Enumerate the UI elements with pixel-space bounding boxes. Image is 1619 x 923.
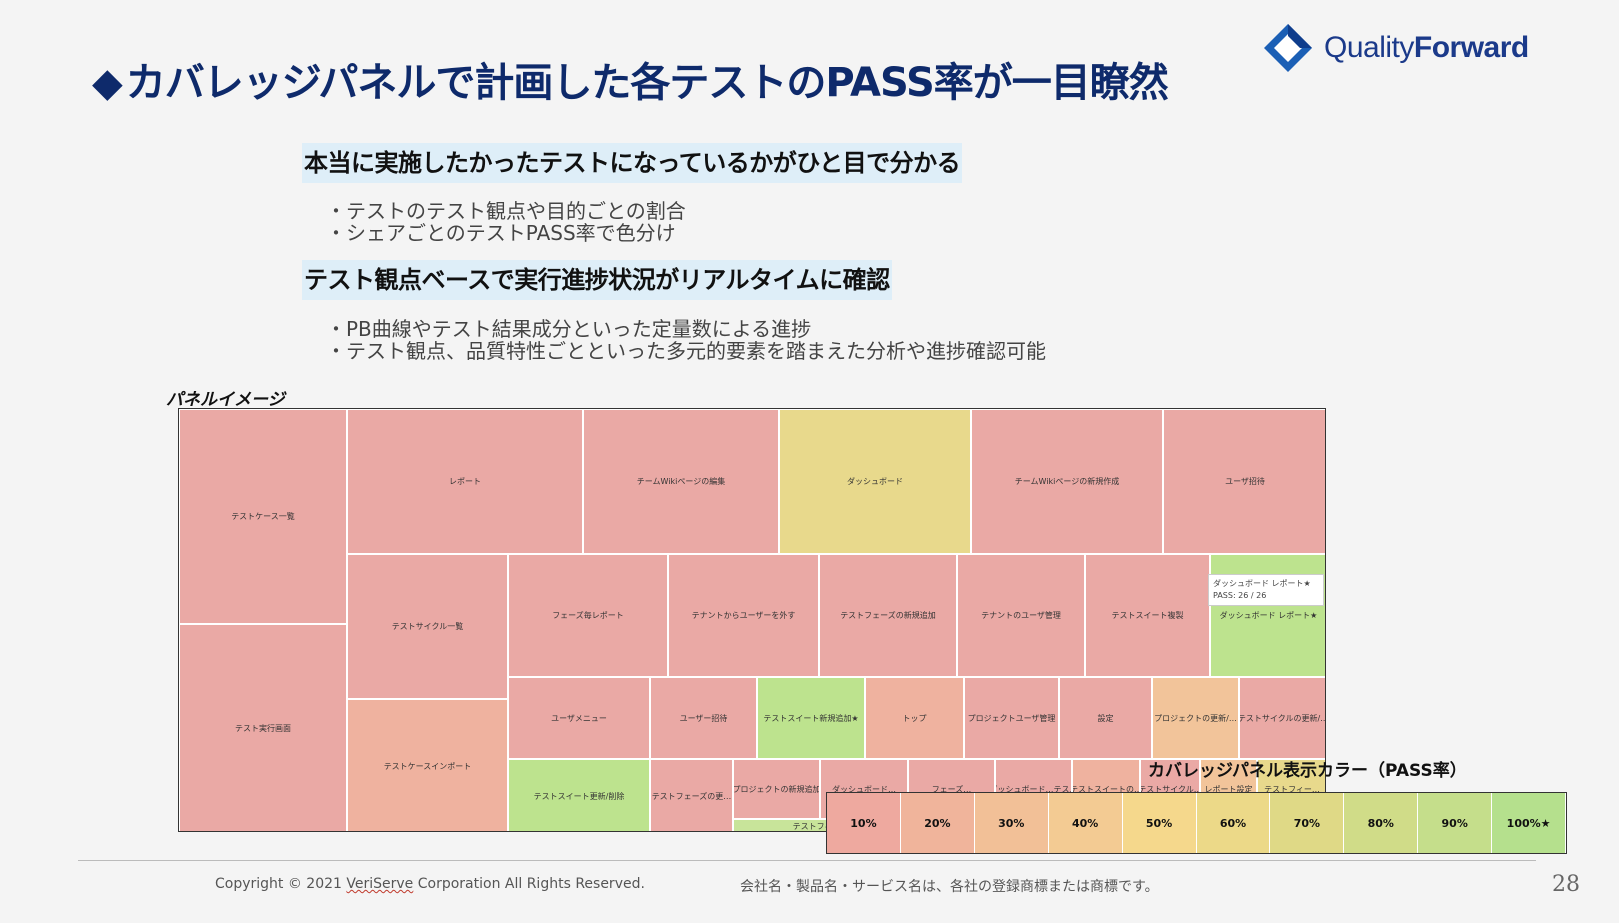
treemap-cell-label: テナントからユーザーを外す xyxy=(691,611,796,620)
legend-swatch: 50% xyxy=(1122,793,1197,853)
section1-heading: 本当に実施したかったテストになっているかがひと目で分かる xyxy=(302,143,963,183)
treemap-cell-label: ユーザー招待 xyxy=(679,713,728,723)
treemap-cell-label: テナントのユーザ管理 xyxy=(981,611,1061,620)
treemap-cell[interactable]: テストサイクル一覧 xyxy=(347,554,508,699)
diamond-logo-icon xyxy=(1264,24,1312,72)
treemap-cell[interactable]: テストケースインポート xyxy=(347,699,508,831)
treemap-cell[interactable]: テストスイート複製 xyxy=(1085,554,1210,677)
section1-bullet: ・シェアごとのテストPASS率で色分け xyxy=(326,221,676,245)
treemap-cell-label: レポート xyxy=(449,477,481,486)
slide-title: ◆ カバレッジパネルで計画した各テストのPASS率が一目瞭然 xyxy=(92,50,1169,108)
treemap-cell[interactable]: テストケース一覧 xyxy=(179,409,347,624)
treemap-cell[interactable]: レポート xyxy=(347,409,583,554)
treemap-cell-label: チームWikiページの編集 xyxy=(636,477,726,486)
panel-caption: パネルイメージ xyxy=(166,390,285,410)
treemap-cell-label: ダッシュボード レポート★ xyxy=(1219,611,1318,620)
treemap-cell[interactable]: ユーザ招待 xyxy=(1163,409,1325,554)
treemap-cell-label: プロジェクトの更新/… xyxy=(1154,713,1237,723)
treemap-cell[interactable]: プロジェクトユーザ管理 xyxy=(964,677,1059,759)
section2-heading: テスト観点ベースで実行進捗状況がリアルタイムに確認 xyxy=(302,260,892,300)
treemap-cell-label: ユーザ招待 xyxy=(1225,477,1265,486)
page-number: 28 xyxy=(1552,872,1580,897)
treemap-cell[interactable]: 設定 xyxy=(1059,677,1152,759)
section2-bullet: ・PB曲線やテスト結果成分といった定量数による進捗 xyxy=(326,317,812,341)
treemap-cell[interactable]: ダッシュボード レポート★ xyxy=(1210,554,1325,677)
legend-swatch: 60% xyxy=(1196,793,1271,853)
section2-bullet: ・テスト観点、品質特性ごとといった多元的要素を踏まえた分析や進捗確認可能 xyxy=(326,339,1046,363)
treemap-cell-label: ダッシュボード…テス… xyxy=(996,784,1071,794)
treemap-cell-label: テストフェーズの更… xyxy=(651,791,732,801)
treemap-tooltip: ダッシュボード レポート★ PASS: 26 / 26 xyxy=(1208,574,1324,606)
treemap-cell-label: フェーズ… xyxy=(931,784,972,794)
title-diamond-icon: ◆ xyxy=(92,60,123,106)
legend-swatch: 20% xyxy=(900,793,975,853)
treemap-cell[interactable]: チームWikiページの編集 xyxy=(583,409,779,554)
section1-bullets: ・テストのテスト観点や目的ごとの割合 ・シェアごとのテストPASS率で色分け xyxy=(326,200,686,244)
slide-title-text: カバレッジパネルで計画した各テストのPASS率が一目瞭然 xyxy=(125,60,1169,106)
treemap-cell[interactable]: テストスイート新規追加★ xyxy=(757,677,865,759)
quality-forward-logo: QualityForward xyxy=(1262,22,1529,74)
treemap-cell-label: ダッシュボード xyxy=(847,477,903,486)
legend-swatch: 70% xyxy=(1270,793,1345,853)
treemap-cell-label: プロジェクトの新規追加 xyxy=(733,784,820,794)
color-legend: 10% 20% 30% 40% 50% 60% 70% 80% 90% 100%★ xyxy=(826,792,1567,854)
legend-title: カバレッジパネル表示カラー（PASS率） xyxy=(1148,761,1467,781)
treemap-cell[interactable]: テストサイクルの更新/… xyxy=(1239,677,1326,759)
treemap-cell[interactable]: チームWikiページの新規作成 xyxy=(971,409,1163,554)
treemap-cell-label: チームWikiページの新規作成 xyxy=(1014,477,1120,486)
treemap-cell-label: テストサイクル一覧 xyxy=(391,622,464,631)
treemap-cell[interactable]: トップ xyxy=(865,677,964,759)
legend-swatch: 100%★ xyxy=(1492,793,1567,853)
logo-text: QualityForward xyxy=(1324,31,1529,64)
legend-swatch: 80% xyxy=(1344,793,1419,853)
treemap-cell[interactable]: テナントからユーザーを外す xyxy=(668,554,819,677)
treemap-cell[interactable]: テナントのユーザ管理 xyxy=(957,554,1085,677)
treemap-cell[interactable]: テストフェーズの更… xyxy=(650,759,733,831)
tooltip-value: PASS: 26 / 26 xyxy=(1213,591,1267,600)
treemap-cell-label: テストフェーズの新規追加 xyxy=(840,611,936,620)
section1-bullet: ・テストのテスト観点や目的ごとの割合 xyxy=(326,199,686,223)
legend-swatch: 40% xyxy=(1048,793,1123,853)
legend-swatch: 30% xyxy=(974,793,1049,853)
treemap-cell-label: フェーズ毎レポート xyxy=(552,611,624,620)
copyright-text: Copyright © 2021 VeriServe Corporation A… xyxy=(215,876,645,892)
treemap-cell-label: テストスイートの… xyxy=(1072,784,1140,794)
treemap-cell-label: テストスイート新規追加★ xyxy=(763,713,859,723)
treemap-cell-label: 設定 xyxy=(1097,713,1114,723)
treemap-cell-label: テストケース一覧 xyxy=(231,512,295,521)
treemap-cell[interactable]: テスト実行画面 xyxy=(179,624,347,831)
treemap-cell-label: テストサイクルの更新/… xyxy=(1239,713,1326,723)
trademark-text: 会社名・製品名・サービス名は、各社の登録商標または商標です。 xyxy=(740,879,1159,895)
treemap-cell-label: ダッシュボード… xyxy=(832,784,896,794)
legend-swatch: 10% xyxy=(827,793,901,853)
treemap-cell-label: テストフィー… xyxy=(792,821,849,831)
tooltip-title: ダッシュボード レポート★ xyxy=(1213,579,1311,588)
treemap-cell-label: プロジェクトユーザ管理 xyxy=(967,713,1056,723)
treemap-cell[interactable]: ユーザー招待 xyxy=(650,677,757,759)
treemap-cell-label: テストスイート更新/削除 xyxy=(533,791,625,801)
treemap-cell[interactable]: テストフェーズの新規追加 xyxy=(819,554,957,677)
footer-divider xyxy=(78,860,1536,861)
treemap-cell-label: ユーザメニュー xyxy=(551,713,607,723)
treemap-cell[interactable]: プロジェクトの更新/… xyxy=(1152,677,1239,759)
treemap-cell-label: テスト実行画面 xyxy=(235,724,291,733)
treemap-cell[interactable]: ユーザメニュー xyxy=(508,677,650,759)
treemap-cell[interactable]: ダッシュボード xyxy=(779,409,971,554)
treemap-cell[interactable]: テストスイート更新/削除 xyxy=(508,759,650,831)
treemap-cell-label: トップ xyxy=(902,713,927,723)
treemap-cell-label: テストスイート複製 xyxy=(1111,611,1184,620)
treemap-cell[interactable]: プロジェクトの新規追加 xyxy=(733,759,820,819)
section2-bullets: ・PB曲線やテスト結果成分といった定量数による進捗 ・テスト観点、品質特性ごとと… xyxy=(326,318,1046,362)
treemap-cell-label: テストフィー… xyxy=(1264,784,1320,794)
legend-swatch: 90% xyxy=(1418,793,1493,853)
treemap-cell[interactable]: フェーズ毎レポート xyxy=(508,554,668,677)
treemap-cell-label: レポート設定 xyxy=(1204,784,1253,794)
treemap-cell-label: テストケースインポート xyxy=(383,761,472,771)
treemap-cell-label: テストサイクル… xyxy=(1140,784,1200,794)
